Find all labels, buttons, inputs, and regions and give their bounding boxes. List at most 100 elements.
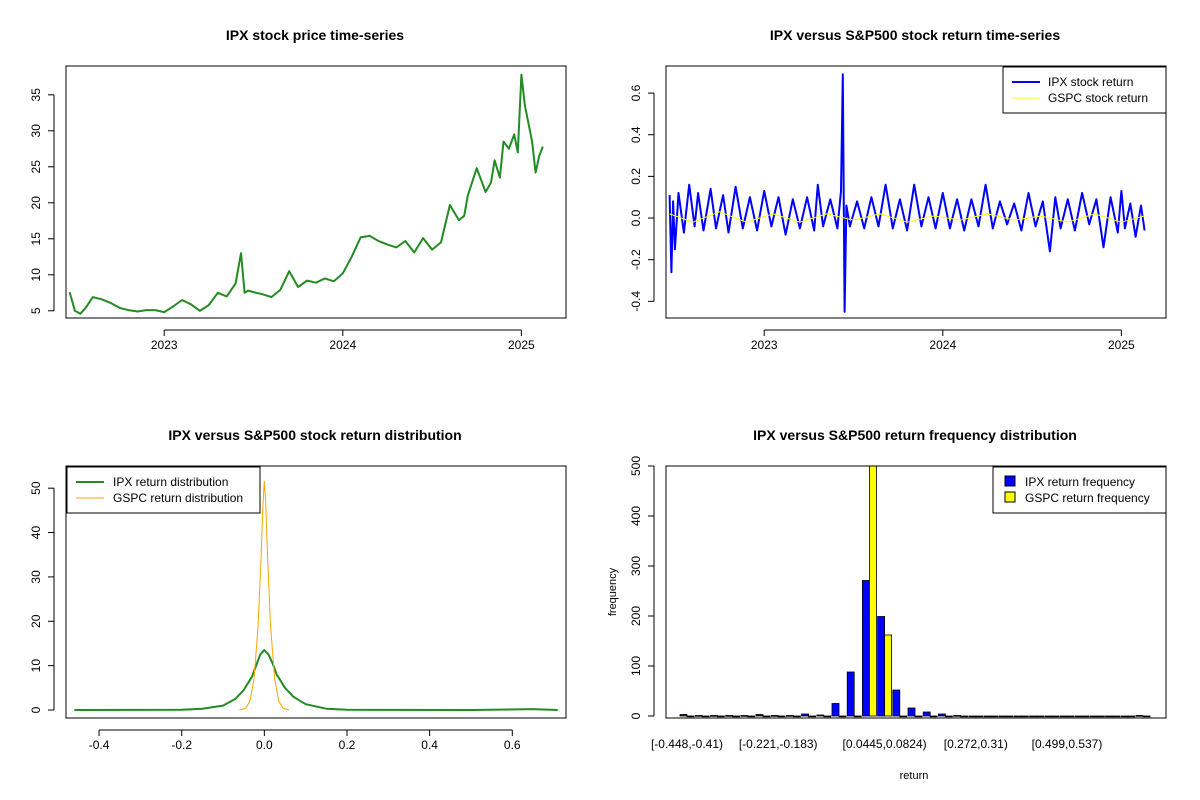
legend-label-gspc: GSPC stock return [1048,91,1148,105]
bar-gspc [914,715,923,718]
bar-ipx [710,715,718,717]
y-tick-label: 500 [629,456,643,476]
bar-gspc [747,715,756,718]
y-tick-label: 30 [29,570,43,584]
bar-ipx [816,714,825,717]
bar-gspc [732,715,740,718]
bar-gspc [990,715,999,718]
plot-frame [665,65,1167,319]
x-tick-label: 2024 [929,338,956,352]
bar-gspc [1005,715,1014,718]
series-line-gspc [239,481,290,711]
x-tick-label: 0.0 [256,738,273,752]
bar-ipx [725,715,733,717]
x-tick-label: 2025 [508,338,535,352]
y-tick-label: 0.4 [629,126,643,143]
y-tick-label: 0.2 [629,168,643,185]
bar-ipx [1090,715,1098,718]
plot-frame [65,465,567,719]
bar-ipx [968,715,977,718]
panel-returns: IPX versus S&P500 stock return time-seri… [629,27,1167,352]
x-axis-label: return [900,770,929,782]
bar-gspc [686,715,695,718]
bar-ipx [679,714,688,717]
chart-title: IPX stock price time-series [226,27,404,43]
y-tick-label: 100 [629,656,643,676]
y-axis-label: frequency [607,567,619,616]
bar-ipx [846,671,855,717]
bar-gspc [793,715,801,718]
plot-frame [665,465,1167,719]
legend-label-ipx: IPX stock return [1048,75,1133,89]
bar-ipx [1044,715,1053,718]
y-tick-label: 40 [29,526,43,540]
legend-label-gspc: GSPC return frequency [1025,491,1150,505]
legend-label-ipx: IPX return distribution [113,475,228,489]
series-line-ipx [668,73,1146,313]
bar-ipx [907,707,916,717]
chart-title: IPX versus S&P500 return frequency distr… [753,427,1077,443]
bar-ipx [801,713,809,717]
bar-ipx [998,715,1007,718]
bar-gspc [1097,715,1105,718]
x-tick-label: 2023 [151,338,178,352]
panel-price: IPX stock price time-series 2023 2024 2025… [29,27,567,352]
bar-gspc [1036,715,1044,718]
series-line-gspc [669,211,1145,223]
y-tick-label: 30 [29,124,43,138]
y-tick-label: 50 [29,481,43,495]
bar-ipx [1135,715,1144,717]
y-tick-label: 0.6 [629,84,643,101]
bar-ipx [1029,715,1037,718]
chart-title: IPX versus S&P500 stock return distribut… [168,427,461,443]
y-tick-label: 35 [29,88,43,102]
y-tick-label: -0.2 [629,249,643,270]
bar-gspc [1051,715,1060,718]
bar-ipx [953,715,961,717]
legend: IPX return frequency GSPC return frequen… [992,466,1167,514]
bar-ipx [755,714,764,717]
bar-gspc [1021,715,1029,718]
x-tick-label: [0.0445,0.0824) [843,737,927,751]
bar-ipx [877,616,885,717]
bar-gspc [823,715,832,718]
y-tick-label: -0.4 [629,291,643,312]
panel-distribution: IPX versus S&P500 stock return distribut… [29,427,567,752]
y-tick-label: 10 [29,659,43,673]
bar-ipx [1120,715,1129,718]
x-tick-label: 2025 [1108,338,1135,352]
bar-ipx [770,715,779,717]
bar-ipx [1105,715,1113,718]
y-tick-label: 0 [29,706,43,713]
legend-box [992,466,1167,514]
bar-gspc [884,634,892,717]
bar-gspc [960,715,968,718]
bar-ipx [892,689,901,717]
y-tick-label: 15 [29,232,43,246]
x-tick-label: 2023 [751,338,778,352]
y-tick-label: 20 [29,614,43,628]
series-line-ipx [74,649,558,711]
bar-gspc [701,715,710,718]
x-tick-label: [0.272,0.31) [944,737,1008,751]
bar-gspc [808,715,816,718]
bar-gspc [717,715,725,718]
legend-label-ipx: IPX return frequency [1025,475,1135,489]
y-tick-label: 400 [629,506,643,526]
bar-ipx [862,580,870,717]
x-tick-label: [0.499,0.537) [1032,737,1103,751]
x-tick-label: 0.6 [504,738,521,752]
bar-ipx [831,703,840,717]
y-tick-label: 300 [629,556,643,576]
y-tick-label: 10 [29,268,43,282]
bar-gspc [838,715,847,718]
bar-gspc [1127,715,1136,718]
x-tick-label: -0.2 [171,738,192,752]
y-tick-label: 0 [629,712,643,719]
legend-swatch-gspc [1004,491,1016,503]
bar-gspc [899,715,908,718]
series-line-ipx [68,73,544,315]
bar-ipx [983,715,992,718]
y-tick-label: 200 [629,606,643,626]
